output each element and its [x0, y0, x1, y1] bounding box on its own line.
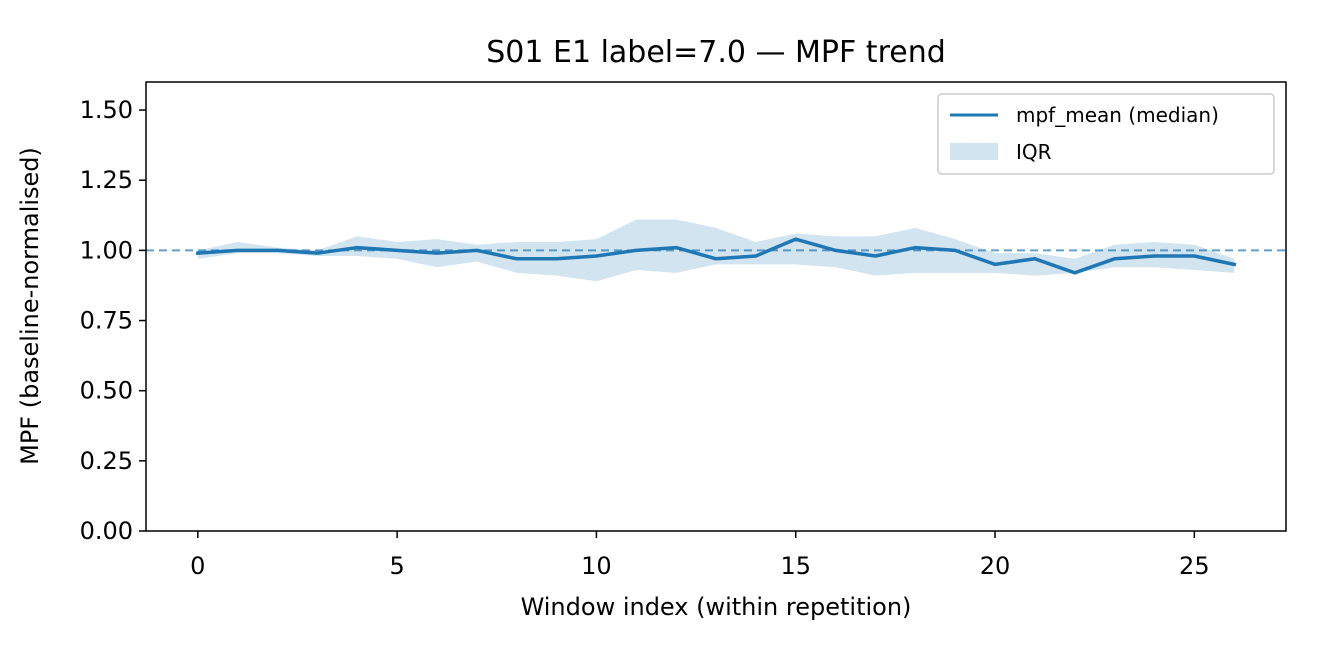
y-tick-label: 1.50 [80, 96, 133, 124]
y-tick-label: 1.25 [80, 166, 133, 194]
data-point [675, 247, 677, 249]
data-point [874, 255, 876, 257]
y-axis-label: MPF (baseline-normalised) [16, 147, 44, 465]
x-axis: 0 5 10 15 20 25 [190, 531, 1210, 580]
y-tick-label: 0.00 [80, 517, 133, 545]
data-point [595, 255, 597, 257]
legend-label-iqr: IQR [1016, 140, 1052, 164]
data-point [755, 255, 757, 257]
x-tick-label: 25 [1179, 552, 1210, 580]
y-tick-label: 0.25 [80, 447, 133, 475]
data-point [715, 258, 717, 260]
x-tick-label: 10 [581, 552, 612, 580]
data-point [516, 258, 518, 260]
legend-band-swatch [950, 143, 998, 160]
data-point [556, 258, 558, 260]
legend-box [937, 93, 1275, 175]
data-point [1114, 258, 1116, 260]
legend: mpf_mean (median) IQR [937, 93, 1275, 175]
data-point [197, 252, 199, 254]
x-tick-label: 0 [190, 552, 205, 580]
data-point [1034, 258, 1036, 260]
x-axis-label: Window index (within repetition) [521, 593, 912, 621]
data-point [835, 249, 837, 251]
y-tick-label: 0.75 [80, 307, 133, 335]
data-point [1074, 272, 1076, 274]
data-point [635, 249, 637, 251]
data-point [316, 252, 318, 254]
y-tick-label: 0.50 [80, 377, 133, 405]
y-axis: 0.00 0.25 0.50 0.75 1.00 1.25 1.50 [80, 96, 146, 545]
data-point [1153, 255, 1155, 257]
data-point [356, 247, 358, 249]
data-point [914, 247, 916, 249]
data-point [237, 249, 239, 251]
data-point [994, 263, 996, 265]
x-tick-label: 15 [780, 552, 811, 580]
data-point [396, 249, 398, 251]
data-point [795, 238, 797, 240]
data-point [476, 249, 478, 251]
plot-area [146, 219, 1286, 282]
x-tick-label: 5 [389, 552, 404, 580]
x-tick-label: 20 [980, 552, 1011, 580]
y-tick-label: 1.00 [80, 236, 133, 264]
data-point [436, 252, 438, 254]
iqr-band [197, 219, 1235, 282]
legend-label-median: mpf_mean (median) [1016, 103, 1219, 127]
data-point [277, 249, 279, 251]
plot-frame [145, 81, 1287, 532]
data-point [1193, 255, 1195, 257]
chart-title: S01 E1 label=7.0 — MPF trend [486, 35, 946, 70]
data-point [954, 249, 956, 251]
data-point [1233, 263, 1235, 265]
